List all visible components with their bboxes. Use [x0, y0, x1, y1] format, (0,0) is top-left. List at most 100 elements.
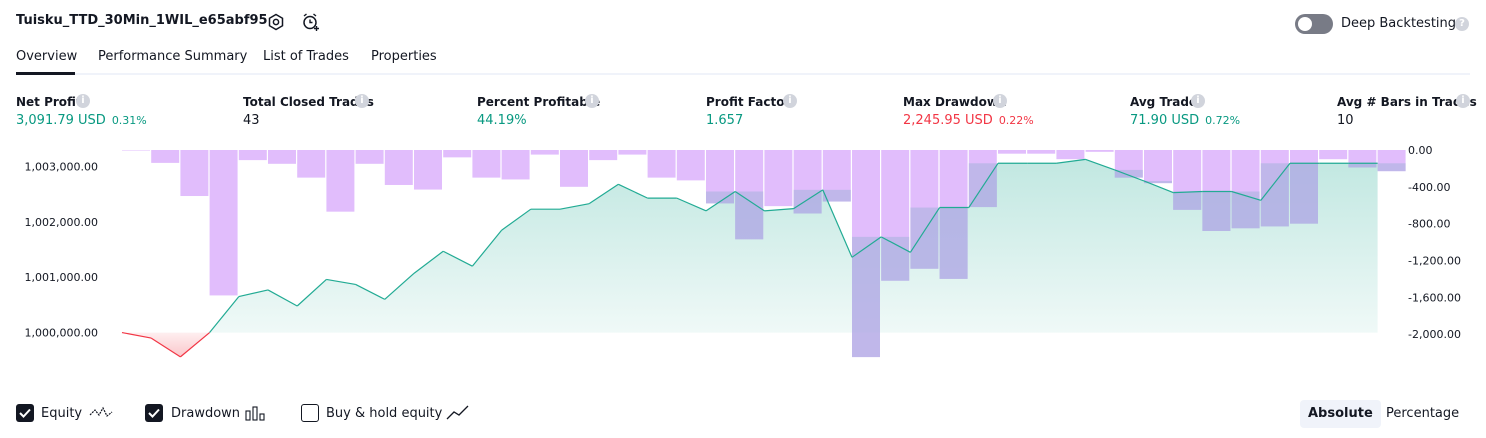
add-alert-icon[interactable] — [301, 12, 321, 32]
equity-line-segment — [296, 279, 327, 307]
tab-list-of-trades[interactable]: List of Trades — [263, 49, 349, 64]
equity-line-segment — [471, 229, 503, 267]
drawdown-overlap-bar — [1348, 163, 1377, 168]
equity-line-segment — [588, 183, 619, 205]
drawdown-bar — [530, 150, 559, 155]
equity-area-negative — [122, 332, 1378, 357]
y-axis-left: 1,003,000.00 1,002,000.00 1,001,000.00 1,00… — [25, 161, 98, 340]
kpi-profit-factor-label: Profit Factor — [706, 95, 791, 109]
drawdown-bar — [443, 150, 472, 158]
legend-equity-label: Equity — [41, 406, 83, 421]
info-icon[interactable]: i — [76, 94, 90, 108]
tab-performance-summary[interactable]: Performance Summary — [98, 49, 248, 64]
kpi-avg-trade-label: Avg Trade — [1130, 95, 1198, 109]
equity-line-segment — [909, 207, 941, 253]
deep-backtesting-toggle[interactable] — [1295, 14, 1333, 34]
equity-line-segment — [326, 278, 356, 286]
drawdown-bar — [1027, 150, 1056, 154]
y-tick-label: 1,003,000.00 — [25, 161, 98, 174]
drawdown-bar — [180, 150, 209, 197]
checkbox-checked[interactable] — [16, 404, 34, 422]
equity-line-segment — [442, 250, 473, 267]
y-tick-label: -2,000.00 — [1408, 328, 1461, 341]
tab-properties[interactable]: Properties — [371, 49, 437, 64]
x-axis: 1 4 7 10 13 16 19 22 25 28 31 34 37 40 43 — [119, 378, 1356, 380]
active-tab-indicator — [16, 72, 75, 75]
equity-area — [122, 159, 1378, 357]
drawdown-overlap-bar — [910, 207, 939, 269]
kpi-percent-profitable-label: Percent Profitable — [477, 95, 601, 109]
equity-line-segment — [1056, 158, 1086, 164]
equity-line-segment — [851, 236, 882, 258]
y-tick-label: 1,002,000.00 — [25, 216, 98, 229]
drawdown-bar — [501, 150, 530, 180]
legend-equity-toggle[interactable]: Equity — [16, 404, 116, 424]
drawdown-overlap — [706, 163, 1406, 358]
equity-line-segment — [501, 208, 532, 231]
percentage-button[interactable]: Percentage — [1386, 406, 1460, 421]
drawdown-bar — [238, 150, 267, 161]
equity-line — [121, 158, 1378, 358]
settings-icon[interactable] — [266, 12, 286, 32]
equity-drawdown-chart[interactable]: 1,003,000.00 1,002,000.00 1,001,000.00 1,00… — [0, 140, 1486, 380]
drawdown-bar — [618, 150, 647, 155]
y-tick-label: -400.00 — [1408, 181, 1450, 194]
kpi-avg-trade-value: 71.90 USD 0.72% — [1130, 113, 1240, 128]
drawdown-overlap-bar — [1202, 191, 1231, 231]
check-icon — [19, 408, 31, 418]
legend-buy-hold-toggle[interactable]: Buy & hold equity — [301, 404, 471, 424]
kpi-profit-factor-value: 1.657 — [706, 113, 744, 128]
drawdown-overlap-bar — [881, 236, 910, 281]
toggle-knob — [1298, 17, 1312, 31]
help-icon[interactable]: ? — [1455, 17, 1469, 31]
equity-line-segment — [676, 197, 707, 212]
drawdown-bar — [560, 150, 588, 187]
drawdown-bar — [1056, 150, 1085, 160]
drawdown-bar — [472, 150, 501, 178]
kpi-total-closed-trades-value: 43 — [243, 113, 260, 128]
legend-drawdown-toggle[interactable]: Drawdown — [145, 404, 270, 424]
kpi-value-text: 71.90 USD — [1130, 113, 1200, 128]
x-tick-label: 10 — [378, 378, 392, 380]
equity-line-segment — [209, 296, 240, 333]
check-icon — [148, 408, 160, 418]
equity-line-segment — [1260, 162, 1291, 201]
kpi-net-profit-value: 3,091.79 USD 0.31% — [16, 113, 147, 128]
kpi-value-text: 2,245.95 USD — [903, 113, 993, 128]
drawdown-bar — [676, 150, 705, 181]
drawdown-bar — [1144, 150, 1172, 184]
info-icon[interactable]: i — [783, 94, 797, 108]
equity-line-segment — [559, 203, 590, 210]
checkbox-checked[interactable] — [145, 404, 163, 422]
x-tick-label: 40 — [1254, 378, 1268, 380]
drawdown-bar — [151, 150, 180, 163]
tab-overview[interactable]: Overview — [16, 49, 78, 64]
kpi-total-closed-trades-label: Total Closed Trades — [243, 95, 374, 109]
y-tick-label: 1,001,000.00 — [25, 271, 98, 284]
equity-line-segment — [180, 332, 210, 358]
info-icon[interactable]: i — [1456, 94, 1470, 108]
x-tick-label: 4 — [206, 378, 213, 380]
kpi-net-profit-label: Net Profit — [16, 95, 82, 109]
drawdown-overlap-bar — [706, 191, 734, 204]
x-tick-label: 22 — [728, 378, 742, 380]
equity-line-segment — [1143, 180, 1174, 194]
x-tick-label: 7 — [294, 378, 301, 380]
absolute-button[interactable]: Absolute — [1300, 400, 1381, 428]
kpi-max-drawdown-value: 2,245.95 USD 0.22% — [903, 113, 1034, 128]
equity-line-segment — [150, 337, 181, 358]
info-icon[interactable]: i — [993, 94, 1007, 108]
info-icon[interactable]: i — [355, 94, 369, 108]
strategy-title: Tuisku_TTD_30Min_1WIL_e65abf95 — [16, 13, 268, 28]
kpi-avg-bars-value: 10 — [1337, 113, 1354, 128]
info-icon[interactable]: i — [585, 94, 599, 108]
checkbox-unchecked[interactable] — [301, 404, 319, 422]
bar-chart-icon — [245, 406, 265, 421]
drawdown-overlap-bar — [822, 189, 851, 202]
equity-area-positive — [122, 159, 1378, 333]
equity-line-segment — [413, 250, 444, 274]
x-tick-label: 34 — [1079, 378, 1093, 380]
kpi-pct: 0.72% — [1205, 114, 1241, 127]
drawdown-bar — [589, 150, 618, 161]
info-icon[interactable]: i — [1191, 94, 1205, 108]
